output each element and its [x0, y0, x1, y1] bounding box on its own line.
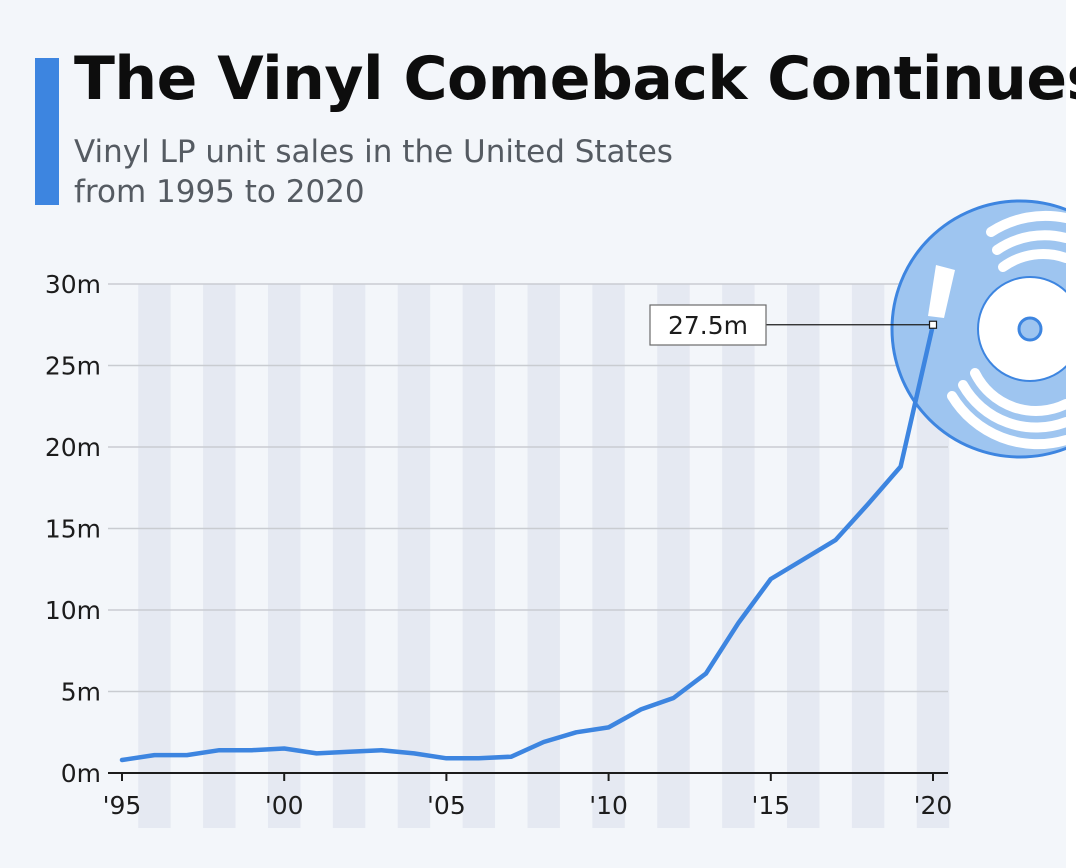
series-group: [119, 322, 936, 763]
year-band-2013: [722, 284, 755, 828]
y-tick-label: 15m: [45, 515, 101, 544]
y-tick-label: 0m: [61, 759, 101, 788]
callout-marker: [928, 320, 938, 329]
y-axis-labels: 0m 5m 10m 15m 20m 25m 30m: [45, 270, 101, 788]
y-tick-label: 5m: [61, 678, 101, 707]
series-line: [119, 322, 936, 763]
x-tick-label: '20: [914, 791, 953, 820]
year-band-1999: [267, 284, 301, 828]
x-axis-ticks: [121, 773, 934, 781]
year-band-2011: [657, 284, 690, 828]
vinyl-record-icon: [890, 199, 1066, 459]
x-tick-label: '05: [427, 791, 466, 820]
year-bands: [138, 284, 950, 828]
subtitle-line-1: Vinyl LP unit sales in the United States: [74, 134, 673, 170]
chart-title: The Vinyl Comeback Continues: [74, 44, 1076, 114]
y-tick-label: 20m: [45, 433, 101, 462]
year-band-2015: [787, 284, 820, 828]
x-tick-label: '00: [265, 791, 304, 820]
y-tick-label: 10m: [45, 596, 101, 625]
year-band-2009: [592, 284, 625, 828]
year-band-2001: [332, 284, 366, 828]
x-tick-label: '95: [103, 791, 142, 820]
value-callout: 27.5m: [649, 304, 938, 346]
title-accent-bar: [35, 58, 59, 205]
subtitle-line-2: from 1995 to 2020: [74, 174, 365, 210]
chart-subtitle: Vinyl LP unit sales in the United States…: [74, 132, 774, 212]
year-band-1997: [203, 284, 236, 828]
year-band-1995: [138, 284, 171, 828]
x-axis-labels: '95 '00 '05 '10 '15 '20: [103, 791, 953, 820]
y-tick-label: 25m: [45, 352, 101, 381]
year-band-2003: [397, 284, 431, 828]
grid-lines: [108, 283, 948, 693]
x-tick-label: '10: [589, 791, 628, 820]
year-band-2017: [851, 284, 885, 828]
x-tick-label: '15: [751, 791, 790, 820]
callout-box: [649, 304, 767, 346]
callout-label: 27.5m: [668, 311, 748, 340]
year-band-2005: [462, 284, 496, 828]
y-tick-label: 30m: [45, 270, 101, 299]
